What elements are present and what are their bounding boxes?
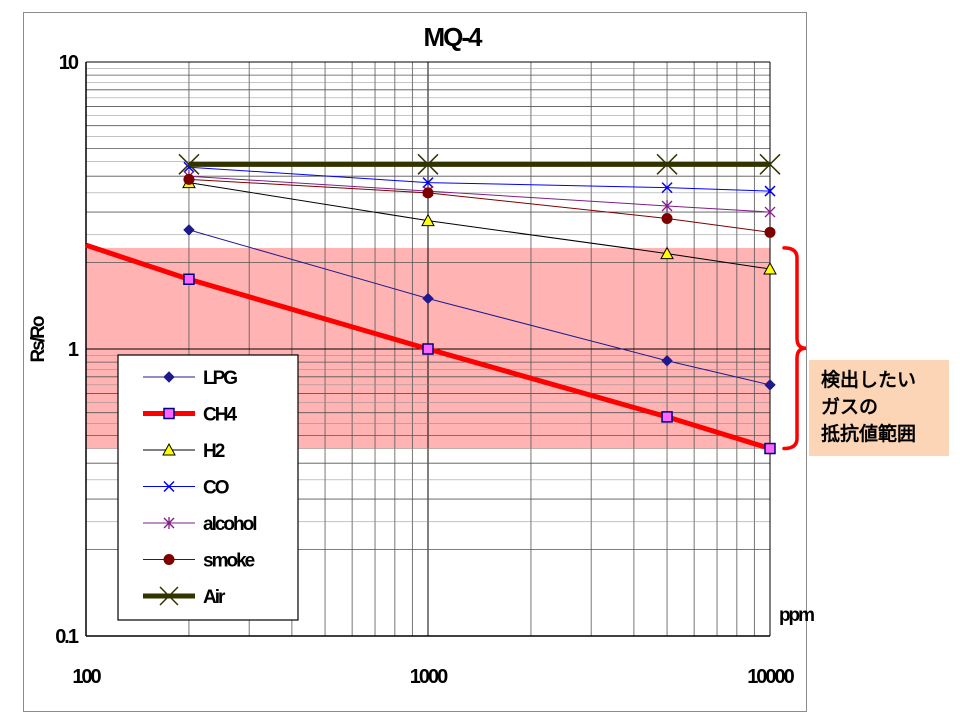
data-point-smoke bbox=[661, 212, 673, 224]
triangle-marker bbox=[660, 246, 674, 260]
square-marker bbox=[422, 343, 434, 355]
data-point-smoke bbox=[764, 226, 776, 238]
data-point-h2 bbox=[660, 246, 674, 260]
diamond-marker bbox=[661, 355, 673, 367]
legend-swatch-marker-h2 bbox=[162, 442, 176, 456]
legend-swatch-marker-co bbox=[163, 480, 175, 493]
circle-marker bbox=[183, 173, 195, 185]
circle-marker bbox=[422, 187, 434, 199]
legend-swatch-marker-lpg bbox=[163, 371, 175, 383]
chart-title: MQ-4 bbox=[424, 22, 484, 52]
x-axis-label: ppm bbox=[779, 605, 814, 626]
annotation-line: ガスの bbox=[821, 396, 879, 418]
triangle-marker bbox=[421, 213, 435, 227]
square-marker bbox=[661, 411, 673, 423]
data-point-air bbox=[656, 153, 678, 175]
data-point-ch4 bbox=[422, 343, 434, 355]
legend-label-h2: H2 bbox=[203, 441, 225, 462]
legend-swatch-marker-smoke bbox=[163, 554, 175, 565]
series-line-smoke bbox=[188, 178, 771, 233]
x-tick-label: 100 bbox=[72, 666, 101, 688]
data-point-co bbox=[661, 182, 673, 194]
x-marker-stroke bbox=[656, 153, 678, 175]
diamond-marker bbox=[163, 371, 175, 383]
data-point-air bbox=[417, 153, 439, 175]
y-tick-label: 0.1 bbox=[55, 626, 79, 648]
square-marker bbox=[183, 273, 195, 285]
square-marker bbox=[764, 442, 776, 455]
range-bracket bbox=[782, 246, 807, 451]
legend-swatch-marker-ch4 bbox=[163, 407, 175, 420]
data-point-smoke bbox=[422, 187, 434, 199]
annotation-line: 抵抗値範囲 bbox=[821, 423, 917, 445]
circle-marker bbox=[661, 212, 673, 224]
y-axis-label: Rs/Ro bbox=[28, 316, 49, 362]
x-tick-label: 1000 bbox=[410, 666, 448, 688]
series-line-alcohol bbox=[188, 175, 771, 213]
data-point-air bbox=[759, 153, 781, 175]
series-line-lpg bbox=[188, 229, 771, 386]
x-marker-stroke bbox=[159, 586, 179, 606]
triangle-marker bbox=[162, 442, 176, 456]
data-point-air bbox=[178, 153, 200, 175]
legend-box bbox=[117, 354, 299, 621]
data-point-h2 bbox=[763, 261, 777, 275]
data-point-lpg bbox=[422, 292, 434, 305]
circle-marker bbox=[764, 226, 776, 238]
circle-marker bbox=[163, 554, 175, 565]
x-marker-stroke bbox=[417, 153, 439, 175]
data-point-ch4 bbox=[661, 411, 673, 423]
data-point-co bbox=[422, 177, 434, 189]
diamond-marker bbox=[183, 224, 195, 236]
legend-swatch-marker-alcohol bbox=[163, 517, 175, 529]
triangle-marker bbox=[763, 261, 777, 275]
data-point-ch4 bbox=[183, 273, 195, 285]
legend-label-alcohol: alcohol bbox=[203, 514, 256, 535]
diamond-marker bbox=[764, 379, 776, 391]
x-marker-stroke bbox=[163, 480, 175, 493]
legend-label-co: CO bbox=[203, 478, 229, 499]
annotation-box: 検出したい ガスの 抵抗値範囲 bbox=[809, 360, 949, 456]
y-tick-label: 1 bbox=[68, 339, 79, 361]
legend-label-smoke: smoke bbox=[203, 551, 255, 572]
data-point-alcohol bbox=[661, 199, 673, 212]
x-marker-stroke bbox=[661, 182, 673, 194]
data-point-smoke bbox=[183, 173, 195, 185]
x-marker-stroke bbox=[764, 185, 776, 197]
diamond-marker bbox=[422, 292, 434, 305]
data-point-h2 bbox=[421, 213, 435, 227]
x-marker-stroke bbox=[178, 153, 200, 175]
series-line-h2 bbox=[188, 182, 771, 270]
annotation-line: 検出したい bbox=[821, 369, 917, 391]
legend-label-ch4: CH4 bbox=[203, 405, 237, 426]
data-point-lpg bbox=[764, 379, 776, 391]
legend-swatch-marker-air bbox=[159, 586, 179, 606]
series-line-co bbox=[188, 166, 771, 192]
x-marker-stroke bbox=[759, 153, 781, 175]
data-point-alcohol bbox=[764, 206, 776, 219]
x-tick-label: 10000 bbox=[747, 666, 794, 688]
data-point-ch4 bbox=[764, 442, 776, 455]
data-point-lpg bbox=[661, 355, 673, 367]
legend-label-lpg: LPG bbox=[203, 368, 237, 389]
y-tick-label: 10 bbox=[59, 52, 79, 74]
data-point-co bbox=[764, 185, 776, 197]
legend-label-air: Air bbox=[203, 587, 226, 608]
x-marker-stroke bbox=[422, 177, 434, 189]
data-point-lpg bbox=[183, 224, 195, 236]
square-marker bbox=[163, 407, 175, 420]
